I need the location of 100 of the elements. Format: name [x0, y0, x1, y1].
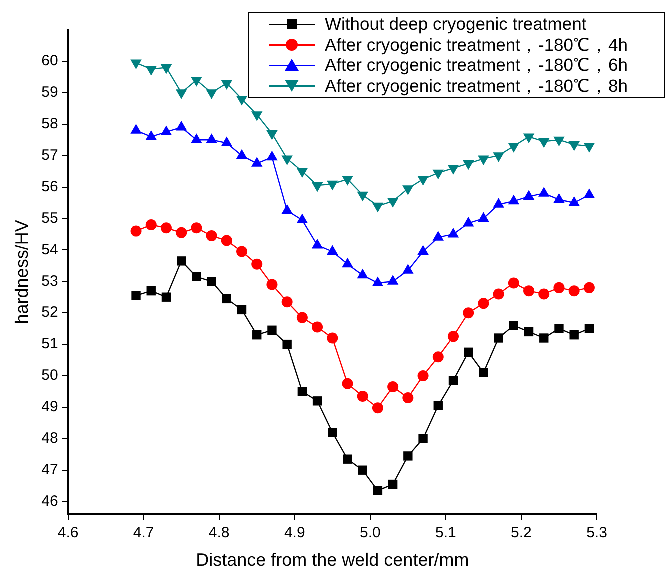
point: [524, 327, 534, 337]
point: [372, 402, 384, 414]
point: [508, 278, 520, 289]
point: [343, 454, 352, 464]
point: [327, 180, 338, 191]
point: [357, 192, 368, 202]
point: [130, 226, 142, 237]
point: [251, 112, 263, 122]
point: [540, 334, 549, 343]
point: [342, 176, 354, 186]
y-tick-label: 56: [42, 178, 58, 196]
y-tick-label: 46: [42, 492, 58, 510]
point: [523, 134, 535, 144]
point: [509, 321, 519, 330]
point: [160, 64, 172, 74]
point: [296, 312, 308, 324]
point: [237, 305, 247, 315]
point: [191, 77, 202, 87]
point: [282, 156, 293, 166]
point: [434, 401, 443, 410]
y-tick-label: 51: [42, 336, 58, 353]
point: [372, 202, 384, 213]
point: [584, 324, 594, 334]
y-tick-label: 55: [42, 210, 58, 227]
point: [206, 90, 218, 100]
point: [448, 165, 460, 175]
point: [554, 136, 565, 147]
point: [538, 288, 550, 300]
point: [358, 466, 368, 475]
point: [404, 452, 413, 461]
point: [388, 382, 399, 393]
legend-label: After cryogenic treatment，-180℃，6h: [325, 55, 628, 76]
point: [494, 334, 504, 343]
legend-label: After cryogenic treatment，-180℃，8h: [325, 76, 628, 96]
y-tick-label: 49: [42, 398, 58, 416]
point: [312, 182, 324, 192]
point: [493, 152, 504, 162]
point: [554, 324, 564, 334]
point: [568, 286, 580, 297]
point: [221, 80, 233, 90]
point: [160, 222, 172, 234]
point: [387, 198, 399, 208]
point: [252, 258, 263, 270]
x-tick-label: 4.8: [208, 524, 230, 542]
point: [402, 186, 414, 196]
x-tick-label: 5.1: [436, 524, 456, 542]
point: [328, 428, 338, 438]
point: [327, 332, 338, 344]
point: [478, 156, 490, 166]
point: [584, 282, 595, 294]
y-tick-label: 57: [42, 146, 58, 164]
point: [493, 288, 504, 300]
y-tick-label: 48: [42, 430, 58, 448]
point: [478, 298, 490, 310]
point: [554, 282, 565, 294]
point: [584, 143, 596, 153]
y-tick-label: 58: [42, 116, 58, 133]
y-tick-label: 60: [42, 52, 58, 70]
point: [176, 90, 188, 100]
point: [373, 486, 383, 496]
legend-label: Without deep cryogenic treatment: [325, 14, 587, 34]
point: [146, 220, 157, 231]
point: [282, 296, 293, 308]
y-tick-label: 54: [42, 241, 58, 258]
point: [402, 392, 414, 404]
x-tick-label: 4.7: [133, 524, 154, 542]
point: [448, 376, 458, 386]
point: [236, 246, 248, 258]
point: [432, 352, 444, 363]
point: [252, 330, 262, 340]
point: [388, 480, 398, 490]
point: [508, 143, 520, 153]
point: [357, 390, 368, 402]
y-axis-title: hardness/HV: [12, 220, 32, 324]
x-tick-label: 5.3: [586, 524, 608, 542]
point: [236, 96, 248, 106]
point: [221, 235, 232, 246]
point: [146, 286, 156, 296]
point: [130, 60, 142, 70]
y-tick-label: 47: [42, 462, 58, 479]
point: [538, 138, 550, 148]
point: [524, 286, 535, 297]
x-axis-title: Distance from the weld center/mm: [196, 550, 470, 570]
point: [570, 330, 579, 340]
point: [479, 368, 488, 378]
point: [298, 387, 308, 396]
point: [176, 256, 186, 266]
point: [462, 160, 474, 170]
y-tick-label: 59: [42, 84, 58, 102]
point: [176, 227, 188, 238]
x-tick-label: 4.9: [284, 524, 306, 542]
point: [132, 291, 141, 300]
point: [418, 176, 429, 186]
point: [464, 348, 474, 358]
point: [418, 434, 428, 444]
point: [266, 279, 278, 290]
point: [162, 292, 172, 302]
point: [207, 277, 216, 286]
x-tick-label: 5.0: [360, 524, 381, 542]
point: [282, 340, 292, 350]
